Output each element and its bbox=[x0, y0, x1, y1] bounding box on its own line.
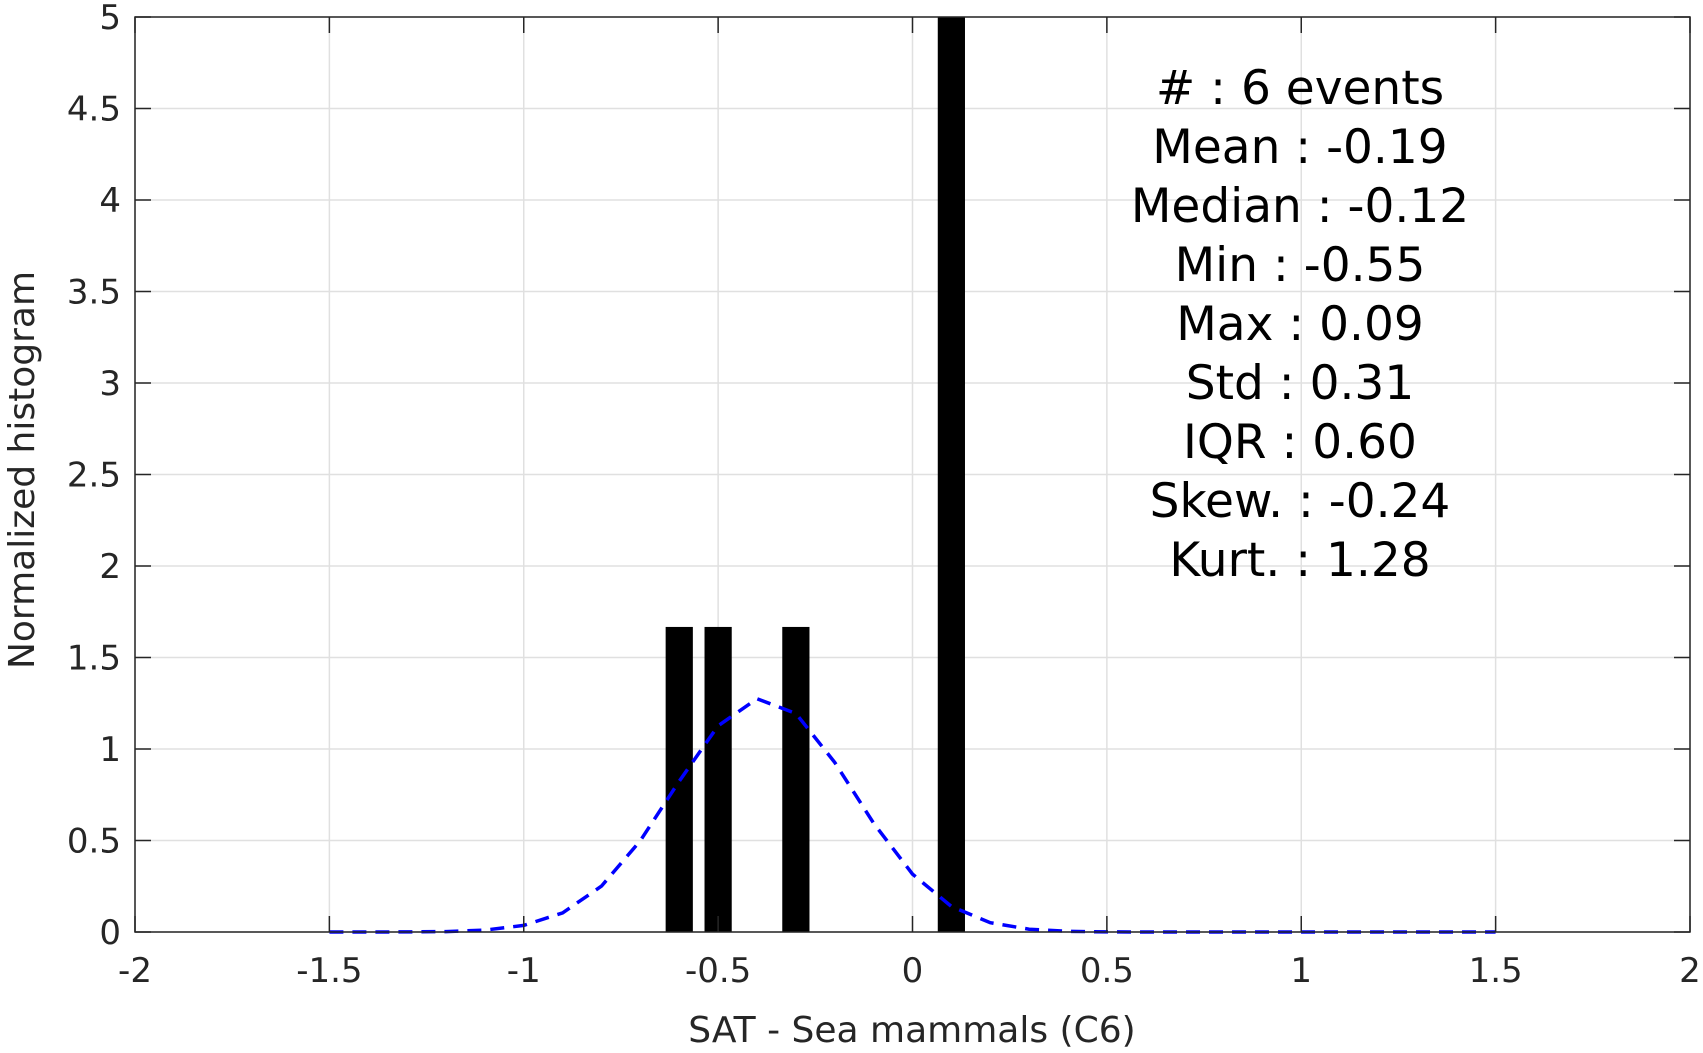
tick-marks bbox=[134, 16, 1691, 933]
stat-line-1: Mean : -0.19 bbox=[1152, 120, 1447, 175]
histogram-bar-1 bbox=[704, 626, 732, 932]
y-tick-label-5: 2.5 bbox=[67, 456, 121, 496]
x-tick-label-6: 1 bbox=[1290, 951, 1312, 991]
x-tick-label-0: -2 bbox=[118, 951, 152, 991]
y-tick-label-2: 1 bbox=[99, 730, 121, 770]
y-tick-label-1: 0.5 bbox=[67, 822, 121, 862]
x-tick-label-7: 1.5 bbox=[1469, 951, 1523, 991]
grid-lines bbox=[134, 16, 1691, 933]
stat-line-3: Min : -0.55 bbox=[1175, 238, 1426, 293]
y-tick-label-10: 5 bbox=[99, 0, 121, 38]
y-tick-label-4: 2 bbox=[99, 547, 121, 587]
stat-line-2: Median : -0.12 bbox=[1131, 179, 1469, 234]
tick-labels: -2 -1.5 -1 -0.5 0 0.5 1 1.5 2 0 0.5 1 1.5 2 2.5 3 3.5 4 4.… bbox=[67, 0, 1701, 991]
histogram-bar-2 bbox=[782, 626, 810, 932]
x-tick-label-5: 0.5 bbox=[1080, 951, 1134, 991]
stat-line-6: IQR : 0.60 bbox=[1183, 415, 1417, 470]
stat-line-0: # : 6 events bbox=[1156, 61, 1444, 116]
histogram-bar-3 bbox=[937, 17, 965, 932]
stat-line-4: Max : 0.09 bbox=[1176, 297, 1424, 352]
stat-line-5: Std : 0.31 bbox=[1186, 356, 1414, 411]
stat-line-8: Kurt. : 1.28 bbox=[1169, 533, 1430, 588]
y-tick-label-9: 4.5 bbox=[67, 90, 121, 130]
x-tick-label-1: -1.5 bbox=[296, 951, 362, 991]
x-tick-label-2: -1 bbox=[507, 951, 541, 991]
x-tick-label-3: -0.5 bbox=[685, 951, 751, 991]
y-tick-label-0: 0 bbox=[99, 913, 121, 953]
y-tick-label-7: 3.5 bbox=[67, 273, 121, 313]
stat-line-7: Skew. : -0.24 bbox=[1150, 474, 1451, 529]
y-tick-label-8: 4 bbox=[99, 181, 121, 221]
y-tick-label-3: 1.5 bbox=[67, 639, 121, 679]
y-axis-title: Normalized histogram bbox=[2, 271, 43, 669]
x-axis-title: SAT - Sea mammals (C6) bbox=[688, 1010, 1135, 1051]
y-tick-label-6: 3 bbox=[99, 364, 121, 404]
x-tick-label-4: 0 bbox=[902, 951, 924, 991]
x-tick-label-8: 2 bbox=[1679, 951, 1701, 991]
histogram-bars bbox=[665, 17, 965, 932]
